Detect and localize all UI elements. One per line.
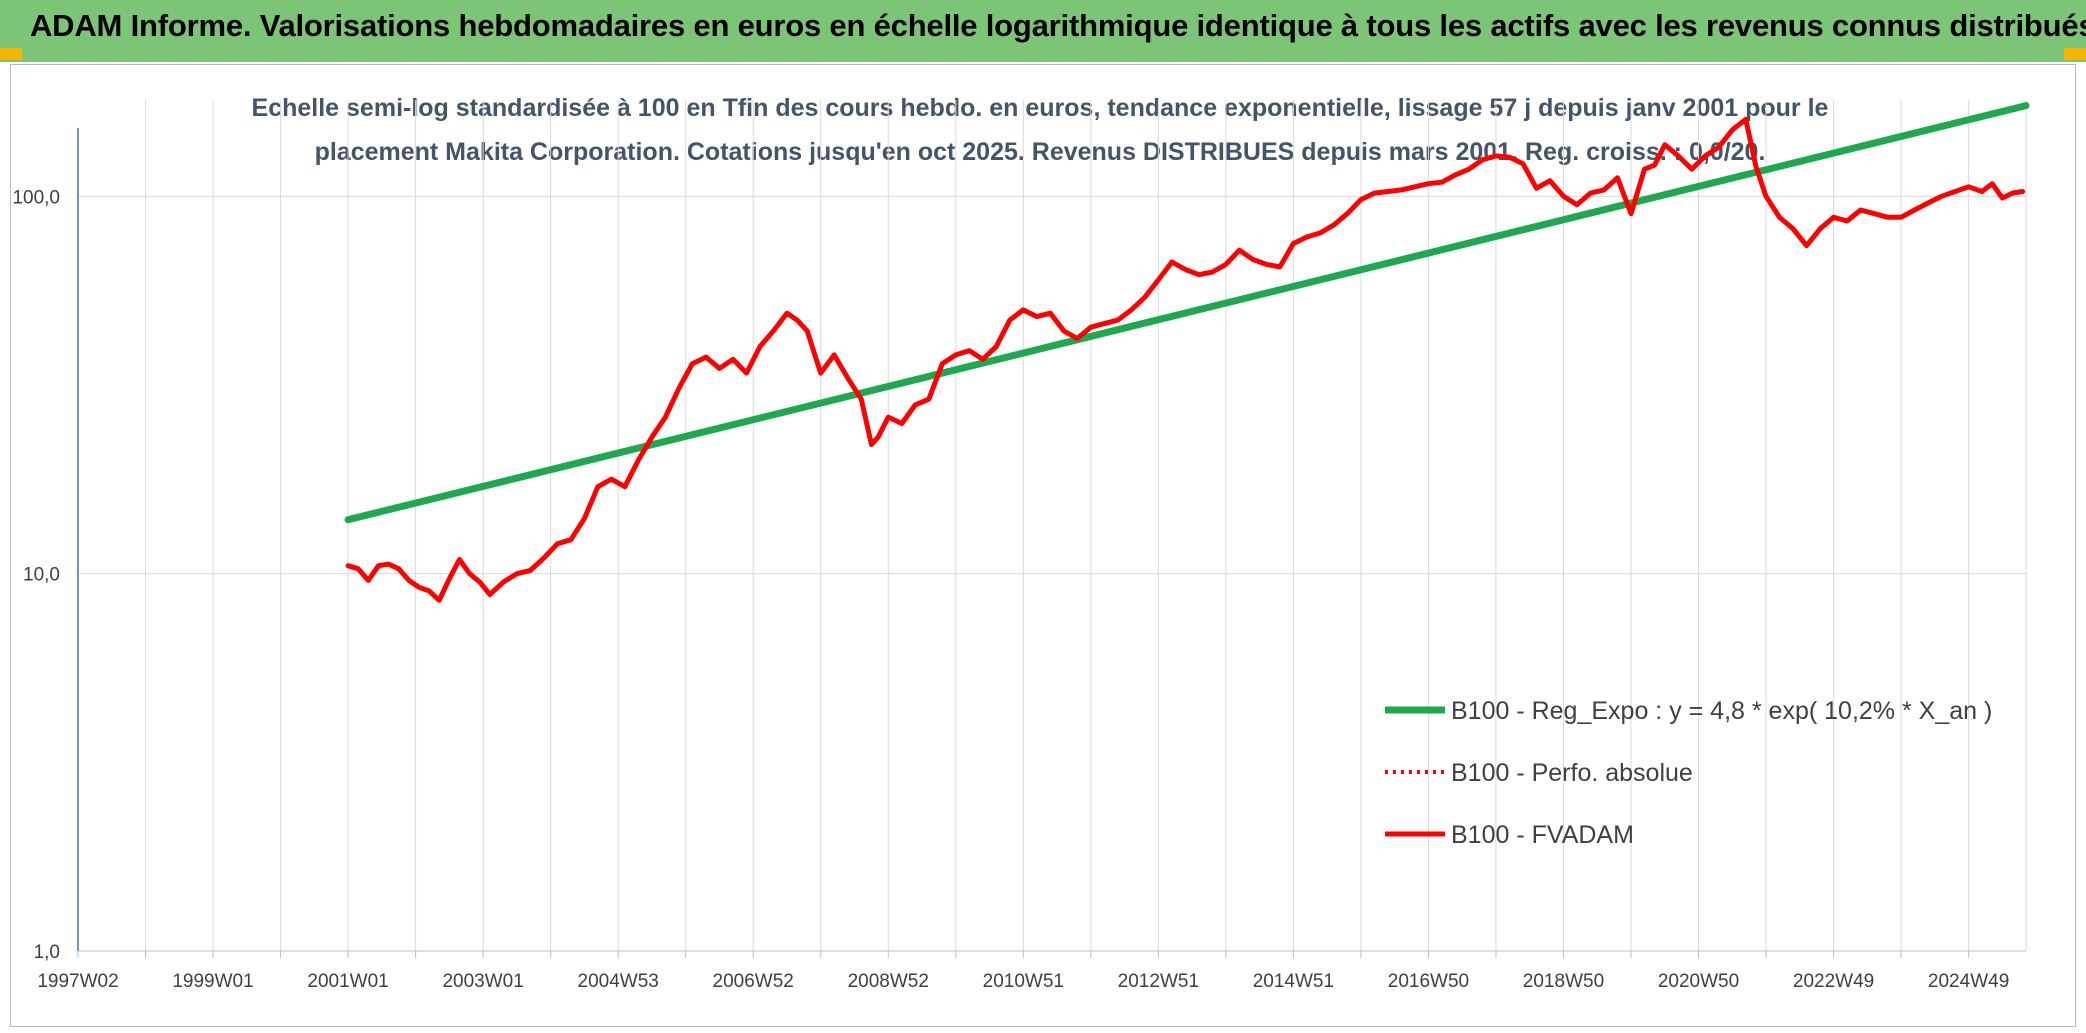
corner-marker-right xyxy=(2064,48,2086,60)
x-tick-label: 2016W50 xyxy=(1388,971,1469,992)
subtitle-line-1: Echelle semi-log standardisée à 100 en T… xyxy=(251,94,1829,122)
corner-marker-left xyxy=(0,48,22,60)
x-tick-label: 2010W51 xyxy=(983,971,1064,992)
fvadam-line xyxy=(345,116,2026,603)
header-bar xyxy=(0,0,2086,62)
y-tick-label: 1,0 xyxy=(34,942,60,963)
x-tick-label: 2022W49 xyxy=(1793,971,1874,992)
x-tick-label: 1997W02 xyxy=(37,971,118,992)
legend-label: B100 - Reg_Expo : y = 4,8 * exp( 10,2% *… xyxy=(1451,697,1992,725)
x-tick-label: 2024W49 xyxy=(1928,971,2009,992)
trend-line xyxy=(344,102,2030,524)
x-tick-label: 2020W50 xyxy=(1658,971,1739,992)
x-tick-label: 2014W51 xyxy=(1253,971,1334,992)
x-tick-label: 2006W52 xyxy=(713,971,794,992)
x-tick-label: 2004W53 xyxy=(578,971,659,992)
legend: B100 - Reg_Expo : y = 4,8 * exp( 10,2% *… xyxy=(1385,697,1992,849)
axes: 1997W02 1999W01 2001W01 2003W01 2004W53 2006W… xyxy=(12,128,2026,992)
series-lines xyxy=(344,102,2030,603)
page-title: ADAM Informe. Valorisations hebdomadaire… xyxy=(30,8,2086,43)
x-tick-label: 2012W51 xyxy=(1118,971,1199,992)
y-tick-label: 10,0 xyxy=(23,565,60,586)
x-tick-label: 2008W52 xyxy=(848,971,929,992)
x-tick-label: 2003W01 xyxy=(442,971,523,992)
legend-label: B100 - Perfo. absolue xyxy=(1451,759,1693,787)
x-tick-label: 2001W01 xyxy=(307,971,388,992)
legend-label: B100 - FVADAM xyxy=(1451,821,1634,849)
chart-frame xyxy=(10,64,2076,1027)
x-tick-label: 2018W50 xyxy=(1523,971,1604,992)
grid-lines xyxy=(78,100,2027,952)
x-tick-label: 1999W01 xyxy=(172,971,253,992)
y-tick-label: 100,0 xyxy=(12,187,60,208)
